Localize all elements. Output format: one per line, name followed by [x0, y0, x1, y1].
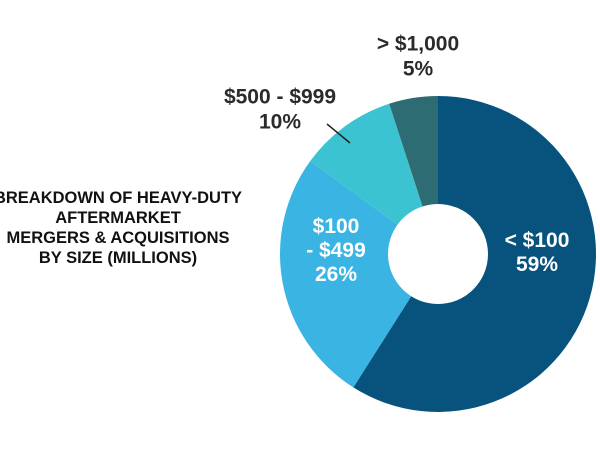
chart-title-line-3: MERGERS & ACQUISITIONS	[6, 229, 229, 247]
pie-slice-2	[280, 161, 438, 388]
slice-labels: < $100 59% $100- $499 26% $500 - $999 10% > $1…	[224, 33, 569, 287]
chart-title: BREAKDOWN OF HEAVY-DUTY AFTERMARKET MERG…	[0, 189, 242, 267]
slice-label-1: < $100 59%	[505, 229, 570, 276]
chart-title-line-4: BY SIZE (MILLIONS)	[39, 249, 197, 267]
donut-hole	[388, 204, 488, 304]
chart-title-line-2: AFTERMARKET	[55, 209, 181, 227]
slice-label-2: $100- $499 26%	[306, 215, 366, 286]
slice-label-4: > $1,000 5%	[377, 33, 459, 81]
slice-label-3: $500 - $999 10%	[224, 86, 336, 134]
leader-line	[326, 123, 351, 144]
chart-title-line-1: BREAKDOWN OF HEAVY-DUTY	[0, 189, 242, 207]
